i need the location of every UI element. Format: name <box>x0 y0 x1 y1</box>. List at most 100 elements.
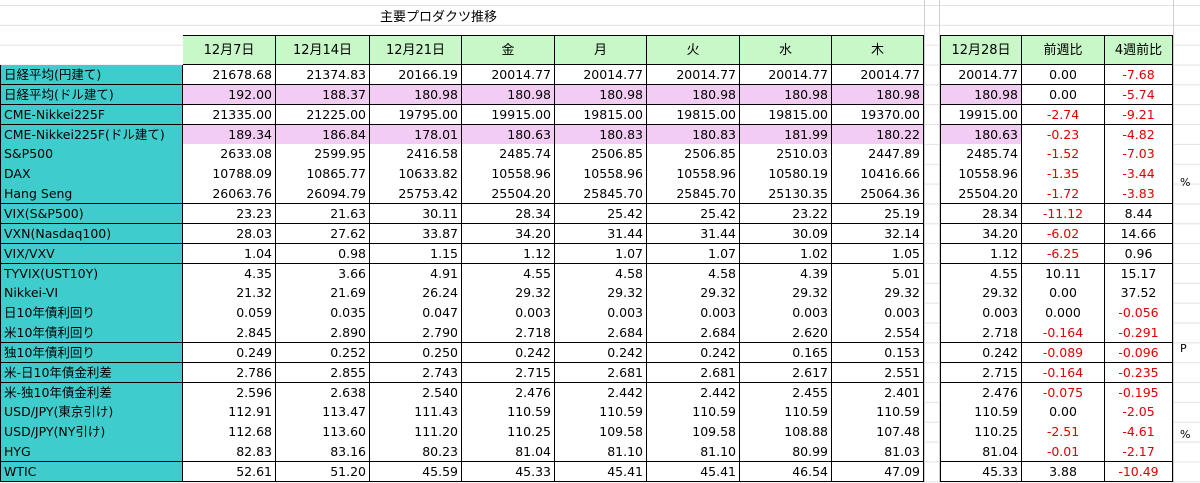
cell: 45.33 <box>462 462 555 483</box>
cell: 34.20 <box>940 223 1022 245</box>
cell: 2.718 <box>462 323 555 344</box>
cell: 2.620 <box>740 323 832 344</box>
cell: -11.12 <box>1022 203 1105 225</box>
cell: 20014.77 <box>462 65 555 86</box>
cell: 19815.00 <box>647 104 740 126</box>
cell: 0.059 <box>183 303 276 324</box>
column-header: 12月21日 <box>370 35 462 65</box>
row-label: 米-独10年債金利差 <box>0 382 183 403</box>
cell: 25504.20 <box>462 184 555 205</box>
cell: 19370.00 <box>832 104 924 126</box>
cell: 81.10 <box>555 442 647 463</box>
cell: 10558.96 <box>940 164 1022 185</box>
cell: 10558.96 <box>555 164 647 185</box>
cell: 1.15 <box>370 243 462 264</box>
cell: 25753.42 <box>370 184 462 205</box>
cell: 2.845 <box>183 323 276 344</box>
cell: 112.91 <box>183 402 276 423</box>
cell: 10633.82 <box>370 164 462 185</box>
cell: 2.401 <box>832 382 924 403</box>
cell: 2485.74 <box>462 144 555 165</box>
cell: -0.291 <box>1105 323 1173 344</box>
cell: 52.61 <box>183 462 276 483</box>
cell: 1.04 <box>183 243 276 264</box>
cell: 37.52 <box>1105 283 1173 304</box>
cell: 25.42 <box>555 203 647 225</box>
cell: -0.01 <box>1022 442 1105 463</box>
cell: 27.62 <box>276 223 370 245</box>
cell: 2.596 <box>183 382 276 403</box>
cell: 180.98 <box>740 84 832 106</box>
cell: 112.68 <box>183 422 276 443</box>
cell: 110.59 <box>462 402 555 423</box>
row-label: TYVIX(UST10Y) <box>0 263 183 284</box>
cell: -6.25 <box>1022 243 1105 264</box>
title: 主要プロダクツ推移 <box>380 10 498 25</box>
row-label: USD/JPY(東京引け) <box>0 402 183 423</box>
cell: 33.87 <box>370 223 462 245</box>
cell: 110.59 <box>555 402 647 423</box>
row-label: 日経平均(ドル建て) <box>0 84 183 106</box>
cell: 113.60 <box>276 422 370 443</box>
cell: 180.98 <box>462 84 555 106</box>
column-header: 前週比 <box>1022 35 1105 65</box>
cell: 80.23 <box>370 442 462 463</box>
cell: 29.32 <box>647 283 740 304</box>
cell: 26.24 <box>370 283 462 304</box>
cell: 0.003 <box>832 303 924 324</box>
cell: 2.476 <box>940 382 1022 403</box>
cell: 113.47 <box>276 402 370 423</box>
row-label: 独10年債利回り <box>0 342 183 364</box>
cell: 10865.77 <box>276 164 370 185</box>
cell: 21.63 <box>276 203 370 225</box>
row-label: WTIC <box>0 462 183 483</box>
cell: 0.00 <box>1022 84 1105 106</box>
cell: 21.32 <box>183 283 276 304</box>
column-header: 12月7日 <box>183 35 276 65</box>
cell: 0.003 <box>940 303 1022 324</box>
cell: 20014.77 <box>555 65 647 86</box>
cell: 188.37 <box>276 84 370 106</box>
cell: 186.84 <box>276 124 370 145</box>
cell: 21374.83 <box>276 65 370 86</box>
cell: 2.681 <box>555 362 647 384</box>
cell: 180.98 <box>370 84 462 106</box>
cell: 2506.85 <box>555 144 647 165</box>
cell: 34.20 <box>462 223 555 245</box>
cell: 21.69 <box>276 283 370 304</box>
cell: 0.003 <box>555 303 647 324</box>
row-label: CME-Nikkei225F <box>0 104 183 126</box>
cell: 108.88 <box>740 422 832 443</box>
cell: 32.14 <box>832 223 924 245</box>
cell: 107.48 <box>832 422 924 443</box>
cell: 2.684 <box>555 323 647 344</box>
cell: 20014.77 <box>647 65 740 86</box>
cell: 29.32 <box>555 283 647 304</box>
cell: 2.715 <box>462 362 555 384</box>
cell: 2.442 <box>647 382 740 403</box>
cell: 5.01 <box>832 263 924 284</box>
cell: 15.17 <box>1105 263 1173 284</box>
cell: 28.34 <box>940 203 1022 225</box>
cell: 23.23 <box>183 203 276 225</box>
cell: 2485.74 <box>940 144 1022 165</box>
column-header: 12月14日 <box>276 35 370 65</box>
cell: 110.59 <box>832 402 924 423</box>
cell: 0.047 <box>370 303 462 324</box>
cell: 2.442 <box>555 382 647 403</box>
row-label: VXN(Nasdaq100) <box>0 223 183 245</box>
cell: -0.164 <box>1022 323 1105 344</box>
row-label: VIX/VXV <box>0 243 183 264</box>
cell: 109.58 <box>647 422 740 443</box>
cell: 47.09 <box>832 462 924 483</box>
cell: 81.04 <box>462 442 555 463</box>
cell: -0.164 <box>1022 362 1105 384</box>
cell: 21678.68 <box>183 65 276 86</box>
cell: 180.98 <box>555 84 647 106</box>
cell: 45.41 <box>647 462 740 483</box>
cell: 19915.00 <box>462 104 555 126</box>
cell: 28.03 <box>183 223 276 245</box>
row-label: S&P500 <box>0 144 183 165</box>
cell: 45.59 <box>370 462 462 483</box>
cell: 2.715 <box>940 362 1022 384</box>
